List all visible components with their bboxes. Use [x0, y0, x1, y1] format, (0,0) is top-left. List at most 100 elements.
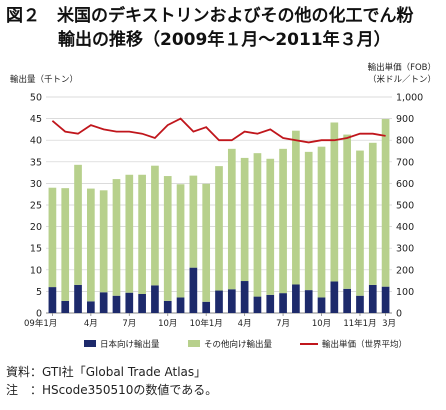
chart-title-line2: 輸出の推移（2009年１月～2011年３月）	[58, 30, 391, 50]
bar-other	[189, 175, 198, 268]
right-tick-label: 600	[396, 179, 414, 190]
left-tick-label: 5	[36, 287, 42, 298]
left-tick-label: 35	[30, 157, 42, 168]
legend-label-japan: 日本向け輸出量	[100, 339, 160, 350]
bar-japan	[202, 301, 211, 313]
x-tick-label: 10月	[312, 319, 331, 329]
bar-japan	[215, 290, 223, 313]
bar-japan	[99, 292, 108, 313]
bar-other	[279, 148, 287, 294]
bar-japan	[317, 297, 326, 313]
right-tick-label: 800	[396, 136, 414, 147]
left-tick-label: 30	[30, 179, 42, 190]
bar-other	[304, 151, 313, 291]
bar-japan	[48, 287, 57, 313]
price-line-path	[51, 117, 386, 144]
left-tick-label: 15	[30, 244, 42, 255]
bar-other	[292, 130, 300, 285]
x-tick-label: 4月	[84, 319, 98, 329]
bar-other	[240, 157, 249, 282]
right-tick-label: 400	[396, 222, 414, 233]
bar-other	[125, 174, 134, 293]
bar-japan	[330, 281, 339, 313]
bar-japan	[87, 301, 95, 313]
bars	[48, 119, 390, 313]
right-tick-label: 500	[396, 201, 414, 212]
bar-japan	[176, 297, 185, 313]
bar-other	[99, 190, 108, 293]
bar-japan	[112, 295, 121, 313]
notes: 資料：GTI社「Global Trade Atlas」 注 ：HScode350…	[6, 363, 217, 399]
left-tick-label: 45	[30, 114, 42, 125]
source-note: 資料：GTI社「Global Trade Atlas」	[6, 365, 207, 379]
bar-other	[87, 188, 95, 302]
bar-japan	[227, 289, 236, 313]
bar-other	[151, 165, 159, 286]
legend-swatch-other	[188, 340, 200, 347]
bar-japan	[292, 284, 300, 313]
axis-ticks: 0 0 5 100 10 200 15 300 20 400 25 500 30 600 35 700 40 80…	[24, 93, 423, 330]
right-tick-label: 700	[396, 157, 414, 168]
bar-japan	[74, 284, 82, 313]
bar-other	[253, 153, 262, 297]
x-tick-label: 7月	[276, 319, 290, 329]
bar-other	[356, 150, 364, 296]
left-tick-label: 40	[30, 136, 42, 147]
chart: 輸出量（千トン） 輸出単価（FOB） （米ドル／トン） 0 0 5 100 10 200 1…	[10, 62, 436, 350]
x-tick-label: 3月	[382, 319, 396, 329]
bar-japan	[61, 300, 70, 313]
bar-japan	[253, 296, 262, 313]
bar-other	[138, 174, 146, 294]
bar-other	[227, 148, 236, 290]
bar-japan	[279, 293, 287, 313]
chart-title: 図２ 米国のデキストリンおよびその他の化工でん粉 輸出の推移（2009年１月～2…	[6, 4, 442, 52]
bar-other	[163, 176, 172, 301]
x-tick-label: 7月	[122, 319, 136, 329]
bar-japan	[163, 300, 172, 313]
bar-japan	[138, 293, 146, 313]
x-tick-label: 11年1月	[343, 318, 376, 329]
right-tick-label: 200	[396, 265, 414, 276]
bar-japan	[304, 290, 313, 313]
right-tick-label: 300	[396, 244, 414, 255]
bar-other	[343, 134, 351, 289]
right-tick-label: 0	[396, 309, 402, 320]
bar-japan	[240, 281, 249, 313]
left-tick-label: 10	[30, 265, 42, 276]
bar-japan	[266, 294, 275, 313]
bar-other	[48, 187, 57, 288]
bar-japan	[343, 288, 351, 313]
right-tick-label: 1,000	[396, 93, 423, 104]
bar-other	[381, 119, 390, 287]
bar-other	[266, 158, 275, 295]
left-tick-label: 0	[36, 309, 42, 320]
right-tick-label: 100	[396, 287, 414, 298]
bar-other	[215, 166, 223, 291]
left-tick-label: 50	[30, 93, 42, 104]
right-tick-label: 900	[396, 114, 414, 125]
x-tick-label: 10月	[158, 319, 177, 329]
bar-other	[61, 188, 70, 301]
x-tick-label: 10年1月	[190, 318, 223, 329]
chart-title-line1: 図２ 米国のデキストリンおよびその他の化工でん粉	[6, 6, 414, 26]
hscode-note: 注 ：HScode350510の数値である。	[6, 383, 218, 397]
legend-label-price: 輸出単価（世界平均）	[322, 339, 407, 350]
price-line	[51, 117, 386, 144]
right-axis-label-line1: 輸出単価（FOB）	[368, 62, 436, 73]
legend: 日本向け輸出量 その他向け輸出量 輸出単価（世界平均）	[84, 339, 407, 350]
bar-other	[317, 146, 326, 298]
x-tick-label: 09年1月	[24, 318, 57, 329]
left-axis-label: 輸出量（千トン）	[10, 74, 78, 85]
left-tick-label: 20	[30, 222, 42, 233]
bar-japan	[189, 267, 198, 313]
bar-other	[202, 183, 211, 302]
bar-japan	[151, 285, 159, 313]
bar-japan	[125, 292, 134, 313]
left-tick-label: 25	[30, 201, 42, 212]
bar-japan	[381, 286, 390, 313]
bar-other	[368, 142, 377, 285]
legend-swatch-japan	[84, 340, 96, 347]
bar-other	[176, 184, 185, 298]
bar-japan	[368, 284, 377, 313]
right-axis-label-line2: （米ドル／トン）	[368, 74, 436, 85]
